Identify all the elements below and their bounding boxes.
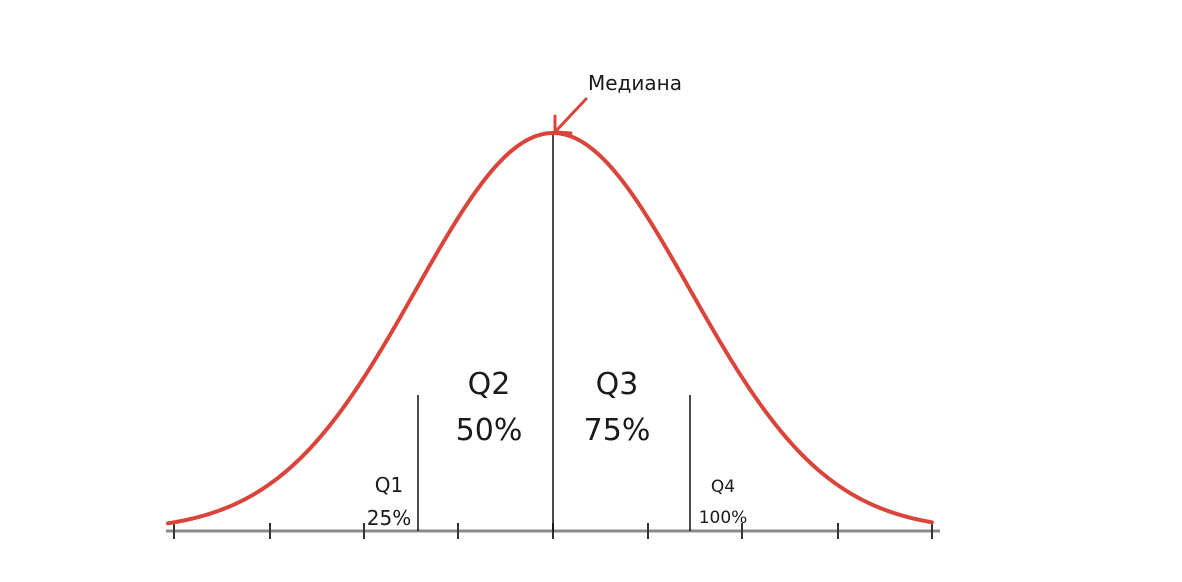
q2-percent: 50% [456, 413, 523, 448]
q1-label: Q1 [375, 473, 403, 497]
median-arrow [553, 97, 588, 135]
median-label: Медиана [588, 71, 682, 95]
q3-percent: 75% [584, 413, 651, 448]
q3-label: Q3 [596, 367, 639, 402]
q4-label: Q4 [711, 477, 735, 497]
bell-curve [166, 131, 934, 526]
q2-label: Q2 [468, 367, 511, 402]
q1-percent: 25% [367, 506, 411, 530]
q4-percent: 100% [699, 508, 748, 528]
